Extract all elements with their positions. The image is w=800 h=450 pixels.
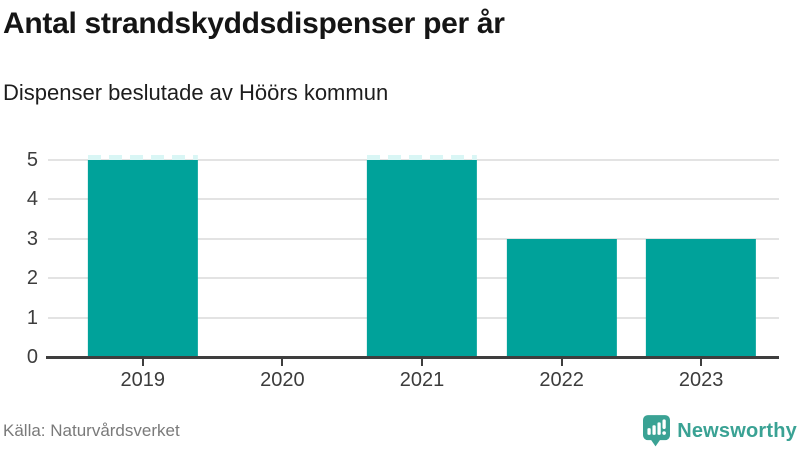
newsworthy-logo[interactable]: Newsworthy xyxy=(643,415,797,447)
y-tick-label: 4 xyxy=(26,188,38,211)
chart-footer: Källa: Naturvårdsverket Newsworthy xyxy=(3,415,797,447)
bar-slot-2020: 2020 xyxy=(213,160,353,391)
bar-2023 xyxy=(646,238,757,357)
bars-row: 2019 2020 2021 2022 2023 xyxy=(48,155,779,391)
x-tick-mark xyxy=(420,359,423,366)
page-title: Antal strandskyddsdispenser per år xyxy=(3,7,505,40)
bar-2019 xyxy=(87,155,199,357)
source-note: Källa: Naturvårdsverket xyxy=(3,421,180,440)
x-tick-label: 2021 xyxy=(399,369,445,391)
x-tick-mark xyxy=(700,359,703,366)
x-axis-line xyxy=(46,356,779,359)
bar-2022 xyxy=(506,238,617,357)
y-tick-label: 1 xyxy=(26,306,38,329)
chart-subtitle: Dispenser beslutade av Höörs kommun xyxy=(3,80,389,105)
x-tick-label: 2019 xyxy=(120,369,166,391)
x-tick-mark xyxy=(560,359,563,366)
x-tick-label: 2023 xyxy=(678,369,724,391)
bar-2021 xyxy=(366,155,478,357)
bar-slot-2019: 2019 xyxy=(73,155,213,391)
y-tick-label: 5 xyxy=(26,149,38,171)
x-tick-mark xyxy=(281,359,284,366)
bar-slot-2022: 2022 xyxy=(492,160,632,391)
bar-slot-2021: 2021 xyxy=(352,155,492,391)
y-tick-label: 0 xyxy=(26,346,38,368)
x-tick-mark xyxy=(141,359,144,366)
x-tick-label: 2022 xyxy=(539,369,584,391)
y-tick-label: 2 xyxy=(26,267,38,290)
x-tick-label: 2020 xyxy=(260,369,305,391)
y-tick-label: 3 xyxy=(26,227,38,250)
newsworthy-bubble-chart-icon xyxy=(643,415,671,447)
newsworthy-logo-text: Newsworthy xyxy=(677,420,797,442)
bar-slot-2023: 2023 xyxy=(631,160,771,391)
bar-chart-plot-area: 0 1 2 3 4 5 2019 2020 2021 2022 2023 xyxy=(27,149,779,391)
